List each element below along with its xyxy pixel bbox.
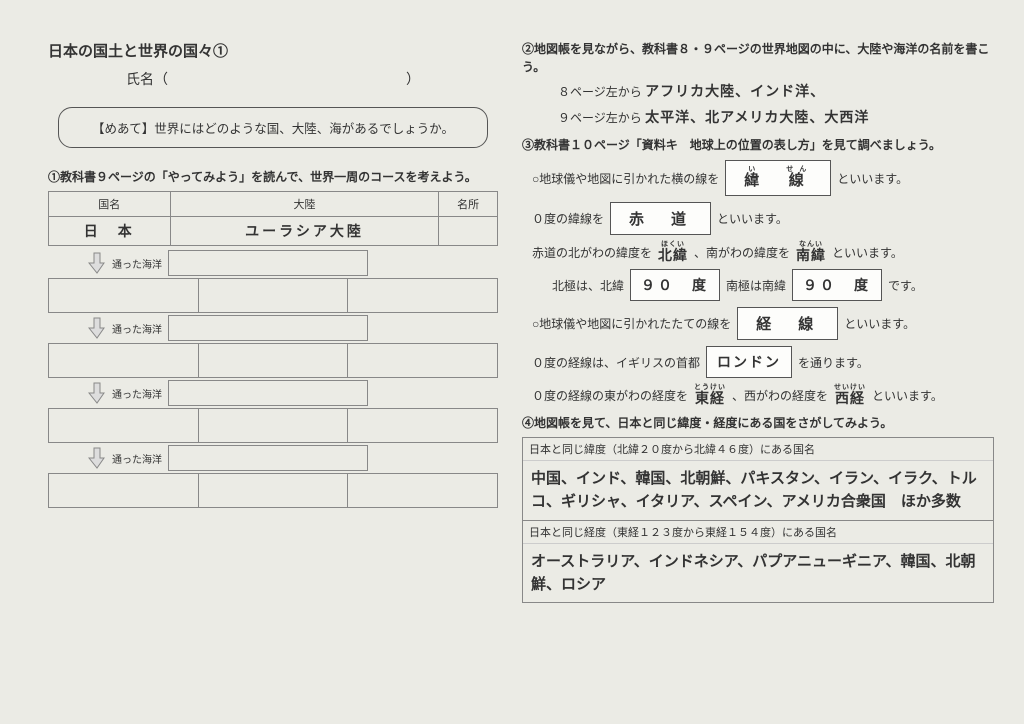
cell-country-1: 日 本 xyxy=(49,217,171,246)
line4-c: です。 xyxy=(888,277,923,294)
line1-pre: ○地球儀や地図に引かれた横の線を xyxy=(532,170,719,187)
latitude-header: 日本と同じ緯度（北緯２０度から北緯４６度）にある国名 xyxy=(523,438,993,461)
answer-sekidou: 赤 道 xyxy=(610,202,711,235)
cell-continent-1: ユーラシア大陸 xyxy=(170,217,439,246)
route-row xyxy=(48,343,498,378)
p9-label: ９ページ左から xyxy=(558,111,642,125)
route-row xyxy=(48,278,498,313)
p8-answer: アフリカ大陸、インド洋、 xyxy=(645,83,825,99)
sea-label: 通った海洋 xyxy=(112,386,162,401)
question-3: ③教科書１０ページ「資料キ 地球上の位置の表し方」を見て調べましょう。 xyxy=(522,136,994,154)
answer-hokui: ほくい北緯 xyxy=(658,241,688,263)
answer-spole: ９０ 度 xyxy=(792,269,882,301)
line4-b: 南極は南緯 xyxy=(726,277,786,294)
sea-label: 通った海洋 xyxy=(112,256,162,271)
line7-d: といいます。 xyxy=(872,387,943,404)
p9-answer: 太平洋、北アメリカ大陸、大西洋 xyxy=(645,109,869,125)
answer-nani: なんい南緯 xyxy=(796,241,826,263)
worksheet-title: 日本の国土と世界の国々① xyxy=(48,40,498,61)
line3-d: といいます。 xyxy=(832,244,903,261)
latitude-box: 日本と同じ緯度（北緯２０度から北緯４６度）にある国名 中国、インド、韓国、北朝鮮… xyxy=(522,437,994,521)
cell-sight-1 xyxy=(439,217,498,246)
name-field: 氏名（ ） xyxy=(48,69,498,89)
down-arrow-icon xyxy=(88,252,106,274)
question-4: ④地図帳を見て、日本と同じ緯度・経度にある国をさがしてみよう。 xyxy=(522,414,994,432)
route-row xyxy=(48,408,498,443)
left-column: 日本の国土と世界の国々① 氏名（ ） 【めあて】世界にはどのような国、大陸、海が… xyxy=(48,40,498,603)
line4-a: 北極は、北緯 xyxy=(552,277,624,294)
route-row xyxy=(48,473,498,508)
right-column: ②地図帳を見ながら、教科書８・９ページの世界地図の中に、大陸や海洋の名前を書こう… xyxy=(522,40,994,603)
answer-keisen: 経 線 xyxy=(737,307,838,340)
line2-post: といいます。 xyxy=(717,210,788,227)
line2-pre: ０度の緯線を xyxy=(532,210,604,227)
line3-c: 、南がわの緯度を xyxy=(694,244,790,261)
question-1: ①教科書９ページの「やってみよう」を読んで、世界一周のコースを考えよう。 xyxy=(48,168,498,185)
goal-box: 【めあて】世界にはどのような国、大陸、海があるでしょうか。 xyxy=(58,107,488,148)
longitude-answer: オーストラリア、インドネシア、パプアニューギニア、韓国、北朝鮮、ロシア xyxy=(523,544,993,603)
line5-b: といいます。 xyxy=(844,315,915,332)
line6-a: ０度の経線は、イギリスの首都 xyxy=(532,354,700,371)
sea-input xyxy=(168,315,368,341)
sea-label: 通った海洋 xyxy=(112,451,162,466)
sea-input xyxy=(168,380,368,406)
line3-a: 赤道の北がわの緯度を xyxy=(532,244,652,261)
line1-post: といいます。 xyxy=(837,170,908,187)
down-arrow-icon xyxy=(88,382,106,404)
down-arrow-icon xyxy=(88,447,106,469)
latitude-answer: 中国、インド、韓国、北朝鮮、パキスタン、イラン、イラク、トルコ、ギリシャ、イタリ… xyxy=(523,461,993,520)
question-2: ②地図帳を見ながら、教科書８・９ページの世界地図の中に、大陸や海洋の名前を書こう… xyxy=(522,40,994,76)
answer-toukei: とうけい東経 xyxy=(694,384,726,406)
line7-a: ０度の経線の東がわの経度を xyxy=(532,387,688,404)
col-continent: 大陸 xyxy=(170,192,439,217)
answer-npole: ９０ 度 xyxy=(630,269,720,301)
sea-input xyxy=(168,445,368,471)
line6-b: を通ります。 xyxy=(798,354,869,371)
down-arrow-icon xyxy=(88,317,106,339)
col-sight: 名所 xyxy=(439,192,498,217)
answer-isen: い緯 せん線 xyxy=(725,160,831,196)
route-table: 国名 大陸 名所 日 本 ユーラシア大陸 xyxy=(48,191,498,246)
longitude-header: 日本と同じ経度（東経１２３度から東経１５４度）にある国名 xyxy=(523,521,993,544)
sea-input xyxy=(168,250,368,276)
answer-seikei: せいけい西経 xyxy=(834,384,866,406)
sea-label: 通った海洋 xyxy=(112,321,162,336)
col-country: 国名 xyxy=(49,192,171,217)
route-step: 通った海洋 xyxy=(48,250,498,313)
route-step: 通った海洋 xyxy=(48,380,498,443)
route-step: 通った海洋 xyxy=(48,445,498,508)
longitude-box: 日本と同じ経度（東経１２３度から東経１５４度）にある国名 オーストラリア、インド… xyxy=(522,521,994,604)
p8-label: ８ページ左から xyxy=(558,85,642,99)
route-step: 通った海洋 xyxy=(48,315,498,378)
answer-london: ロンドン xyxy=(706,346,792,378)
line5-a: ○地球儀や地図に引かれたたての線を xyxy=(532,315,731,332)
line7-c: 、西がわの経度を xyxy=(732,387,828,404)
